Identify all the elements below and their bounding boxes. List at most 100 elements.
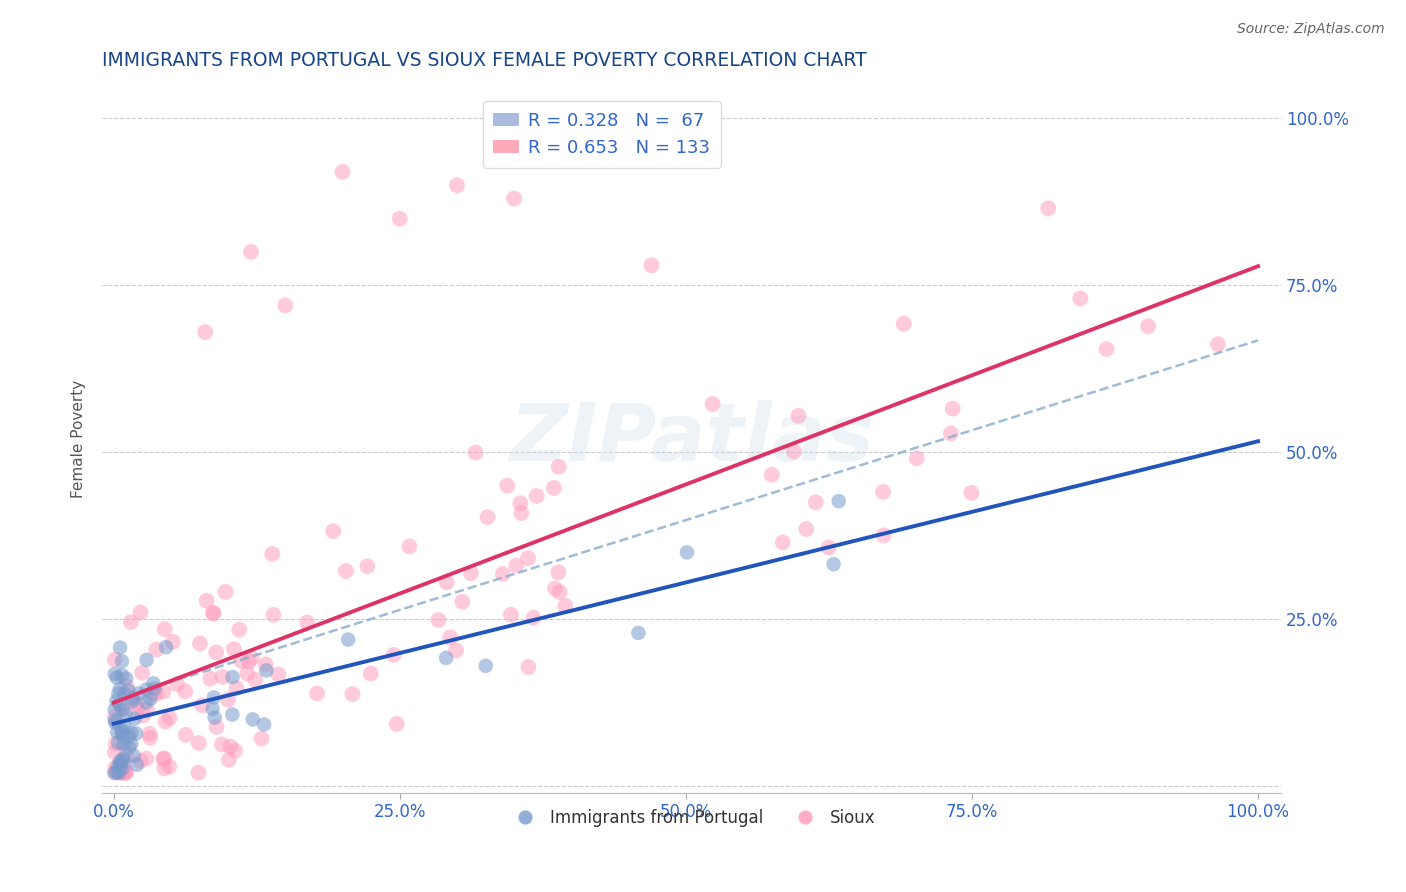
Point xyxy=(256,664,278,678)
Point xyxy=(108,697,131,711)
Point xyxy=(120,725,142,739)
Point xyxy=(342,687,364,701)
Point xyxy=(138,727,160,741)
Point xyxy=(240,245,263,260)
Point xyxy=(451,595,474,609)
Point xyxy=(262,547,284,561)
Point xyxy=(104,760,127,774)
Point xyxy=(135,696,157,710)
Point xyxy=(960,486,983,500)
Point xyxy=(225,681,247,695)
Point xyxy=(120,615,142,629)
Point xyxy=(905,451,928,466)
Point xyxy=(121,694,143,708)
Point xyxy=(131,665,153,680)
Point xyxy=(110,765,132,780)
Point xyxy=(640,258,662,272)
Point xyxy=(104,736,127,750)
Point xyxy=(436,575,458,590)
Point xyxy=(332,165,354,179)
Point xyxy=(135,751,157,765)
Point xyxy=(526,489,548,503)
Point xyxy=(828,494,851,508)
Point xyxy=(114,765,136,780)
Point xyxy=(114,687,136,701)
Point xyxy=(108,681,131,696)
Point xyxy=(157,759,180,773)
Point xyxy=(107,736,129,750)
Point xyxy=(335,564,357,578)
Point xyxy=(627,626,650,640)
Point xyxy=(114,707,136,722)
Point xyxy=(702,397,724,411)
Point xyxy=(174,728,197,742)
Point xyxy=(105,694,128,708)
Point xyxy=(195,593,218,607)
Point xyxy=(121,691,143,706)
Point xyxy=(385,717,408,731)
Point xyxy=(142,676,165,690)
Point xyxy=(267,667,290,681)
Point xyxy=(204,711,226,725)
Point xyxy=(496,478,519,492)
Point xyxy=(145,687,167,701)
Point xyxy=(398,539,420,553)
Point xyxy=(201,702,224,716)
Point xyxy=(250,731,273,746)
Point xyxy=(110,759,132,773)
Point xyxy=(120,737,142,751)
Point xyxy=(772,535,794,549)
Point xyxy=(1069,292,1091,306)
Point xyxy=(115,680,138,694)
Point xyxy=(174,684,197,698)
Point xyxy=(111,703,134,717)
Point xyxy=(228,623,250,637)
Point xyxy=(104,765,127,780)
Point xyxy=(1206,337,1229,351)
Point xyxy=(115,748,138,763)
Point xyxy=(205,720,228,734)
Point xyxy=(162,635,184,649)
Point xyxy=(217,692,239,706)
Point xyxy=(218,753,240,767)
Point xyxy=(382,648,405,662)
Point xyxy=(503,192,526,206)
Point xyxy=(136,703,159,717)
Point xyxy=(112,753,135,767)
Point xyxy=(111,729,134,743)
Point xyxy=(221,670,243,684)
Point xyxy=(202,690,225,705)
Point xyxy=(107,759,129,773)
Point xyxy=(477,510,499,524)
Point xyxy=(464,445,486,459)
Point xyxy=(125,697,148,711)
Point xyxy=(305,686,328,700)
Point xyxy=(211,738,233,752)
Point xyxy=(117,683,139,698)
Point xyxy=(129,754,152,768)
Point xyxy=(322,524,344,538)
Point xyxy=(783,444,806,458)
Point xyxy=(817,541,839,555)
Point xyxy=(124,712,146,726)
Point xyxy=(187,736,209,750)
Point xyxy=(676,545,699,559)
Point xyxy=(108,765,131,780)
Point xyxy=(125,757,148,772)
Point xyxy=(274,298,297,312)
Point xyxy=(509,496,531,510)
Point xyxy=(240,651,263,665)
Point xyxy=(145,642,167,657)
Point xyxy=(108,640,131,655)
Point xyxy=(1137,319,1160,334)
Point xyxy=(155,640,177,655)
Point xyxy=(108,754,131,768)
Point xyxy=(872,484,894,499)
Point xyxy=(547,566,569,580)
Point xyxy=(114,765,136,780)
Point xyxy=(118,740,141,755)
Point xyxy=(135,653,157,667)
Point xyxy=(434,651,457,665)
Point xyxy=(505,558,527,573)
Point xyxy=(360,666,382,681)
